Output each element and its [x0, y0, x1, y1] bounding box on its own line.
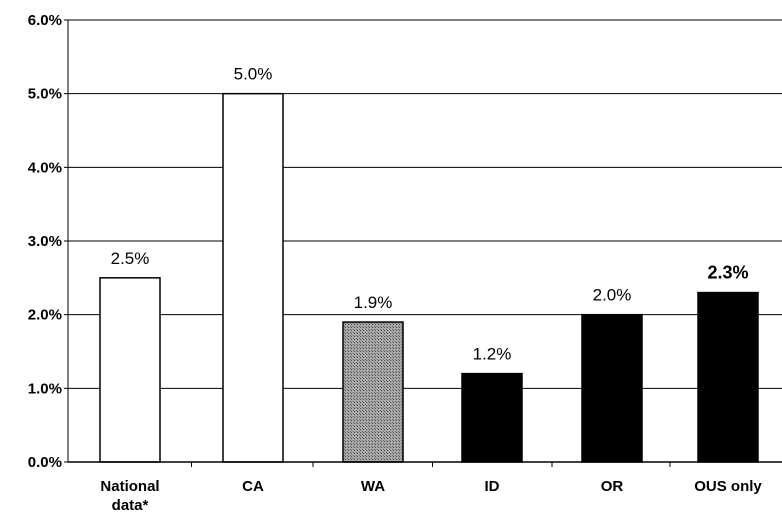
data-label: 2.5% — [111, 249, 150, 268]
x-category-label: OR — [601, 478, 624, 495]
x-category-label: WA — [361, 478, 385, 495]
y-tick-label: 4.0% — [28, 159, 62, 176]
data-label: 1.2% — [473, 345, 512, 364]
data-labels: 2.5% 5.0% 1.9% 1.2% 2.0% 2.3% — [111, 65, 749, 364]
gridlines — [68, 19, 782, 389]
x-category-label: ID — [485, 478, 500, 495]
x-category-label: CA — [242, 478, 264, 495]
data-label: 1.9% — [354, 293, 393, 312]
bar — [697, 291, 759, 463]
bars — [99, 92, 759, 463]
bar — [99, 277, 161, 463]
x-category-label: OUS only — [694, 478, 762, 495]
bar — [342, 321, 404, 463]
data-label: 5.0% — [234, 65, 273, 84]
data-label: 2.3% — [707, 263, 748, 283]
x-category-label: National data* — [100, 478, 159, 514]
bar — [222, 92, 284, 463]
y-tick-label: 2.0% — [28, 307, 62, 324]
bar — [461, 372, 523, 463]
x-axis-categories: National data* CA WA ID OR OUS only — [100, 462, 762, 514]
y-tick-label: 6.0% — [28, 12, 62, 29]
y-tick-label: 1.0% — [28, 380, 62, 397]
y-tick-label: 3.0% — [28, 233, 62, 250]
y-tick-label: 5.0% — [28, 86, 62, 103]
bar — [581, 313, 643, 463]
y-tick-label: 0.0% — [28, 454, 62, 471]
y-axis-ticks: 0.0% 1.0% 2.0% 3.0% 4.0% 5.0% 6.0% — [28, 12, 68, 471]
data-label: 2.0% — [593, 286, 632, 305]
